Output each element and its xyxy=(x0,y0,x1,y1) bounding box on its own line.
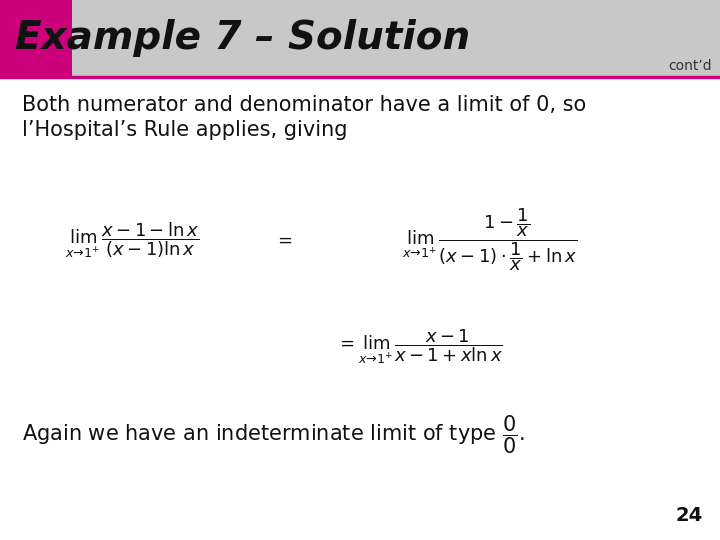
Text: cont’d: cont’d xyxy=(668,59,712,73)
Text: l’Hospital’s Rule applies, giving: l’Hospital’s Rule applies, giving xyxy=(22,120,348,140)
Text: $\lim_{x \to 1^{+}} \dfrac{x - 1 - \ln x}{(x-1)\ln x}$: $\lim_{x \to 1^{+}} \dfrac{x - 1 - \ln x… xyxy=(65,220,199,260)
Bar xyxy=(0,0,72,77)
Bar xyxy=(0,0,720,77)
Text: $=$: $=$ xyxy=(274,231,292,249)
Text: 24: 24 xyxy=(676,506,703,525)
Text: $\lim_{x \to 1^{+}} \dfrac{1 - \dfrac{1}{x}}{\left(x-1\right)\cdot\dfrac{1}{x} +: $\lim_{x \to 1^{+}} \dfrac{1 - \dfrac{1}… xyxy=(402,206,577,273)
Text: Example 7 – Solution: Example 7 – Solution xyxy=(15,19,470,57)
Text: Again we have an indeterminate limit of type $\dfrac{0}{0}$.: Again we have an indeterminate limit of … xyxy=(22,414,524,456)
Text: Both numerator and denominator have a limit of 0, so: Both numerator and denominator have a li… xyxy=(22,95,586,115)
Text: $= \lim_{x \to 1^{+}} \dfrac{x - 1}{x - 1 + x\ln x}$: $= \lim_{x \to 1^{+}} \dfrac{x - 1}{x - … xyxy=(336,328,503,366)
